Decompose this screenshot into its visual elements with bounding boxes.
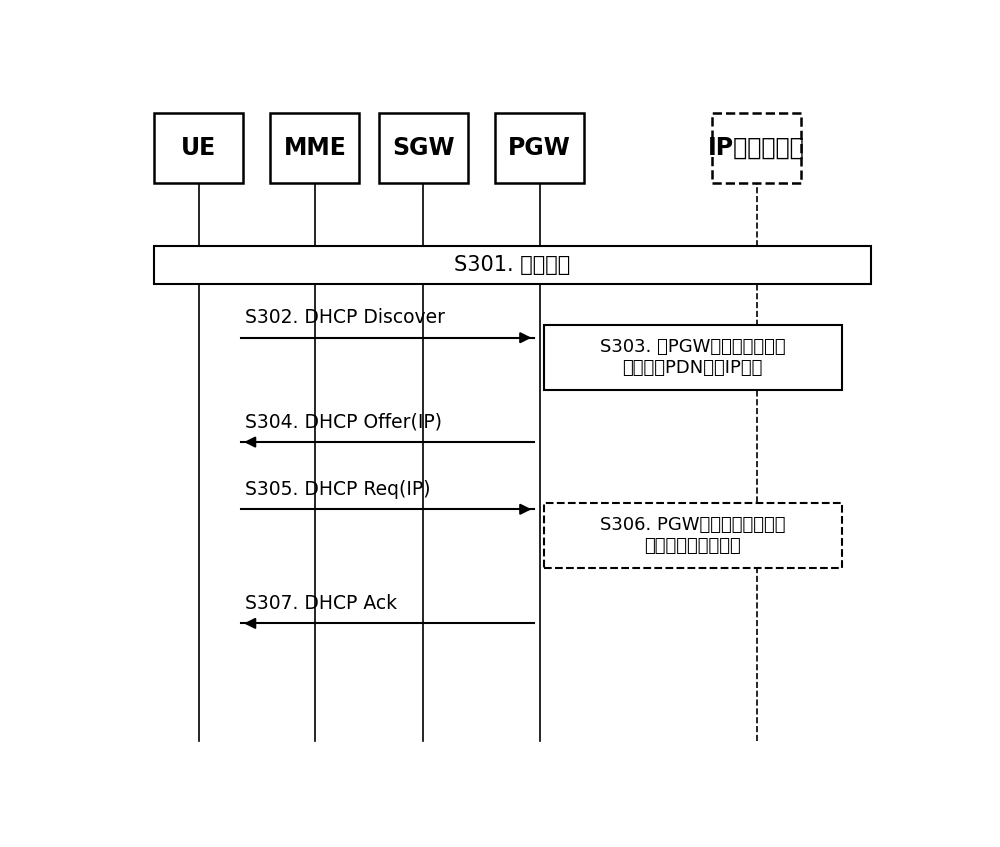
Bar <box>270 113 359 183</box>
Text: S302. DHCP Discover: S302. DHCP Discover <box>245 308 445 327</box>
Bar <box>154 246 871 284</box>
Bar <box>544 324 842 390</box>
Text: IP地址服务器: IP地址服务器 <box>708 136 805 160</box>
Text: MME: MME <box>283 136 346 160</box>
Text: S301. 完成附着: S301. 完成附着 <box>454 255 571 274</box>
Text: S305. DHCP Req(IP): S305. DHCP Req(IP) <box>245 479 431 499</box>
Text: SGW: SGW <box>392 136 455 160</box>
Bar <box>495 113 584 183</box>
Bar <box>544 503 842 568</box>
Bar <box>379 113 468 183</box>
Text: S307. DHCP Ack: S307. DHCP Ack <box>245 594 397 613</box>
Text: UE: UE <box>181 136 216 160</box>
Bar <box>712 113 801 183</box>
Text: S303. 由PGW自身分配地址或
者从外部PDN获取IP地址: S303. 由PGW自身分配地址或 者从外部PDN获取IP地址 <box>600 338 786 377</box>
Bar <box>154 113 243 183</box>
Text: S306. PGW内部处理或者与外
部地址服务器的交互: S306. PGW内部处理或者与外 部地址服务器的交互 <box>600 516 785 555</box>
Text: S304. DHCP Offer(IP): S304. DHCP Offer(IP) <box>245 412 442 432</box>
Text: PGW: PGW <box>508 136 571 160</box>
